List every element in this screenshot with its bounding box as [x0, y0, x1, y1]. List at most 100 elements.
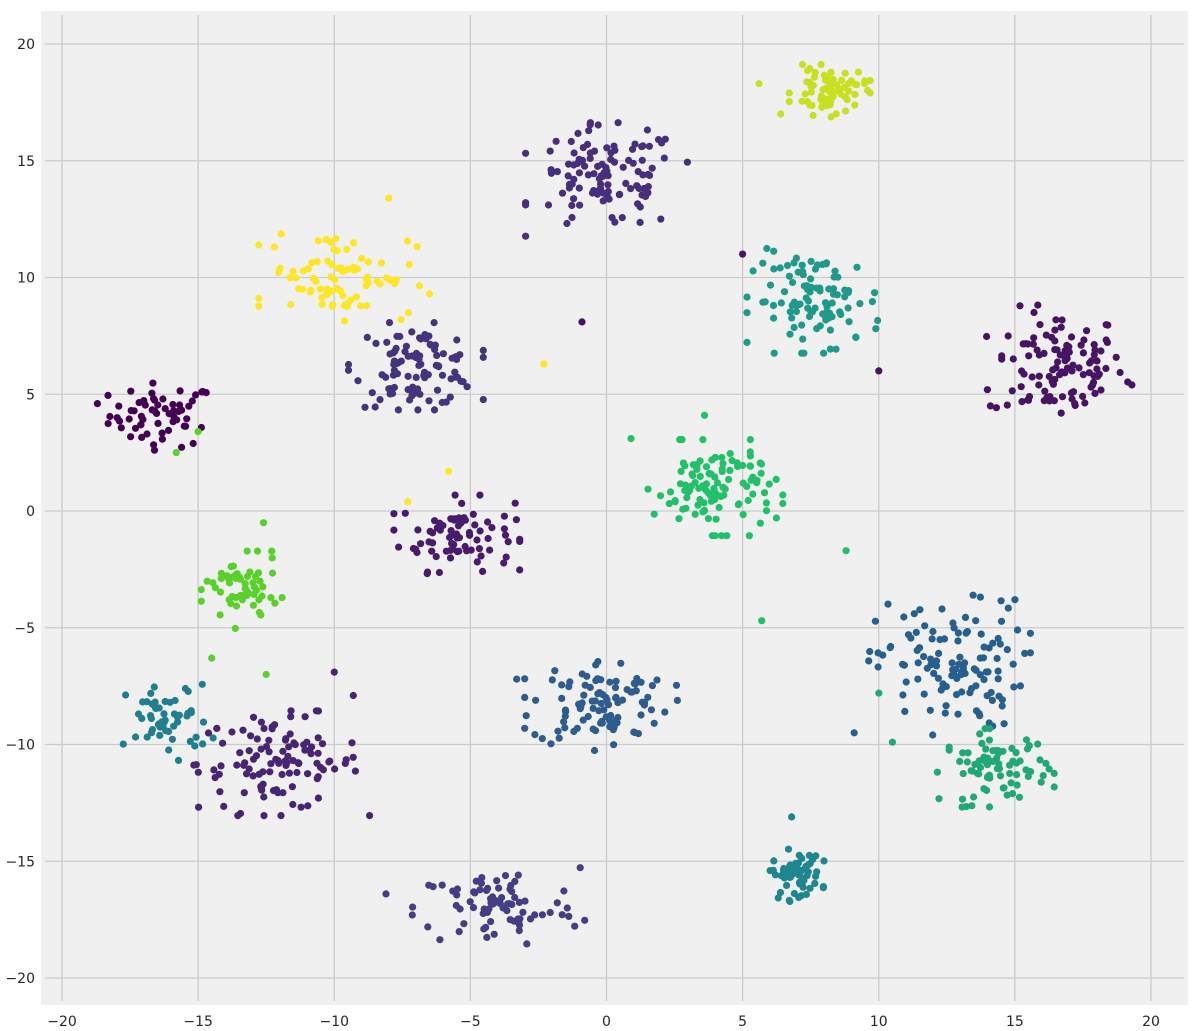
- data-point: [301, 713, 309, 721]
- data-point: [149, 394, 158, 403]
- data-point: [546, 908, 554, 917]
- data-point: [588, 697, 596, 705]
- data-point: [928, 635, 936, 643]
- data-point: [434, 362, 443, 370]
- data-point: [372, 339, 380, 347]
- data-point: [313, 258, 321, 266]
- data-point: [827, 86, 835, 94]
- data-point: [923, 664, 931, 672]
- data-point: [777, 110, 785, 118]
- data-point: [807, 257, 815, 265]
- data-point: [785, 98, 793, 106]
- data-point: [521, 724, 529, 732]
- data-point: [747, 476, 755, 484]
- data-point: [746, 436, 755, 444]
- x-axis-tick-labels: −20 −15 −10 −5 0 5 10 15 20: [47, 1014, 1160, 1030]
- data-point: [717, 492, 725, 501]
- data-point: [672, 681, 681, 689]
- data-point: [1097, 386, 1105, 394]
- data-point: [298, 285, 306, 293]
- data-point: [467, 546, 475, 554]
- data-point: [1023, 745, 1032, 753]
- data-point: [576, 201, 584, 209]
- data-point: [719, 460, 727, 468]
- data-point: [332, 235, 340, 243]
- data-point: [776, 888, 785, 897]
- data-point: [989, 757, 997, 766]
- data-point: [874, 663, 882, 671]
- data-point: [805, 312, 814, 321]
- y-tick-label: 10: [17, 271, 35, 287]
- data-point: [1004, 604, 1012, 612]
- data-point: [1010, 683, 1018, 691]
- data-point: [364, 279, 372, 287]
- y-tick-label: −5: [14, 621, 35, 637]
- data-point: [376, 396, 384, 404]
- data-point: [1049, 380, 1057, 388]
- data-point: [589, 725, 597, 733]
- data-point: [647, 706, 656, 714]
- data-point: [833, 81, 841, 89]
- y-tick-label: 15: [17, 154, 35, 170]
- data-point: [968, 767, 977, 775]
- data-point: [948, 659, 956, 667]
- data-point: [155, 704, 163, 712]
- data-point: [792, 307, 801, 315]
- data-point: [980, 643, 988, 651]
- data-point: [194, 428, 202, 436]
- data-point: [598, 160, 606, 168]
- data-point: [788, 813, 796, 821]
- data-point: [988, 696, 997, 705]
- data-point: [446, 393, 454, 401]
- data-point: [830, 273, 838, 281]
- data-point: [1051, 326, 1059, 334]
- data-point: [424, 923, 432, 931]
- data-point: [660, 154, 668, 162]
- data-point: [998, 702, 1006, 710]
- data-point: [232, 602, 241, 610]
- data-point: [756, 459, 764, 467]
- data-point: [416, 352, 424, 360]
- data-point: [749, 490, 757, 498]
- data-point: [484, 534, 492, 543]
- data-point: [861, 80, 869, 88]
- data-point: [259, 583, 267, 591]
- data-point: [805, 851, 814, 860]
- data-point: [829, 75, 837, 84]
- data-point: [408, 328, 416, 336]
- data-point: [460, 920, 468, 928]
- data-point: [638, 156, 646, 164]
- data-point: [233, 570, 241, 578]
- data-point: [1009, 757, 1017, 765]
- data-point: [954, 637, 962, 645]
- data-point: [568, 180, 576, 188]
- data-point: [203, 577, 211, 585]
- data-point: [132, 733, 140, 741]
- data-point: [278, 594, 286, 602]
- data-point: [842, 547, 850, 555]
- data-point: [932, 662, 941, 670]
- data-point: [994, 634, 1002, 643]
- y-tick-label: −10: [5, 738, 35, 754]
- data-point: [307, 750, 315, 758]
- data-point: [199, 740, 207, 748]
- data-point: [192, 391, 200, 399]
- data-point: [304, 265, 312, 273]
- data-point: [1006, 769, 1014, 778]
- data-point: [558, 681, 566, 689]
- data-point: [233, 761, 241, 769]
- data-point: [565, 912, 573, 921]
- data-point: [257, 745, 265, 753]
- data-point: [798, 321, 806, 329]
- data-point: [552, 137, 560, 145]
- data-point: [479, 353, 487, 361]
- data-point: [308, 259, 316, 267]
- data-point: [293, 768, 301, 777]
- data-point: [256, 577, 264, 585]
- data-point: [851, 101, 859, 109]
- data-point: [278, 770, 286, 779]
- data-point: [216, 611, 224, 619]
- data-point: [147, 714, 155, 723]
- data-point: [600, 706, 608, 714]
- data-point: [286, 274, 294, 282]
